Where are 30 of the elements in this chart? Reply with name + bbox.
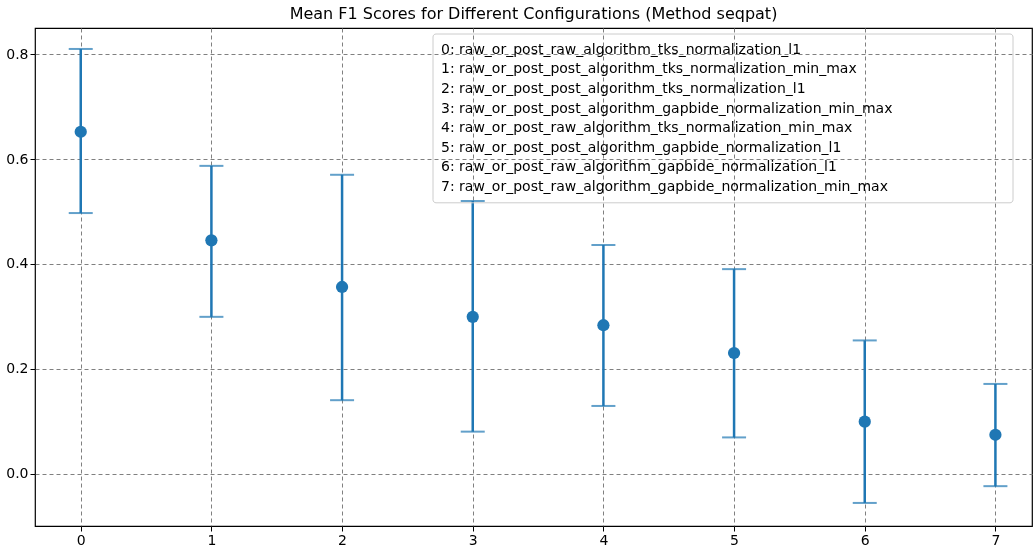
y-tick-label: 0.0 [6, 465, 29, 482]
x-tick-label: 4 [599, 531, 609, 548]
point [858, 415, 871, 428]
annotation: 5: raw_or_post_post_algorithm_gapbide_normalization_l1 [441, 138, 842, 155]
x-tick-label: 0 [76, 531, 86, 548]
point [989, 428, 1002, 441]
point [597, 319, 610, 332]
annotation: 3: raw_or_post_post_algorithm_gapbide_normalization_min_max [441, 99, 893, 116]
x-tick-label: 7 [991, 531, 1001, 548]
y-tick-label: 0.6 [6, 150, 29, 167]
y-tick-label: 0.2 [6, 360, 29, 377]
x-tick-label: 5 [730, 531, 740, 548]
x-tick-label: 2 [338, 531, 348, 548]
x-tick-label: 1 [207, 531, 217, 548]
x-tick-label: 3 [468, 531, 478, 548]
point [466, 310, 479, 323]
annotation: 2: raw_or_post_post_algorithm_tks_normalization_l1 [441, 80, 806, 96]
annotation: 0: raw_or_post_raw_algorithm_tks_normalization_l1 [441, 40, 802, 57]
y-tick-label: 0.8 [6, 45, 29, 62]
annotation: 1: raw_or_post_post_algorithm_tks_normalization_min_max [441, 60, 857, 77]
annotation: 4: raw_or_post_raw_algorithm_tks_normalization_min_max [441, 119, 853, 136]
point [335, 280, 349, 294]
point [727, 346, 741, 360]
x-tick-label: 6 [860, 531, 870, 548]
annotation: 7: raw_or_post_raw_algorithm_gapbide_normalization_min_max [441, 178, 888, 194]
chart-title: Mean F1 Scores for Different Configurations (Method seqpat) [289, 4, 778, 23]
point [205, 234, 218, 247]
annotation: 6: raw_or_post_raw_algorithm_gapbide_normalization_l1 [441, 158, 837, 175]
y-tick-label: 0.4 [6, 255, 29, 272]
point [74, 125, 87, 138]
